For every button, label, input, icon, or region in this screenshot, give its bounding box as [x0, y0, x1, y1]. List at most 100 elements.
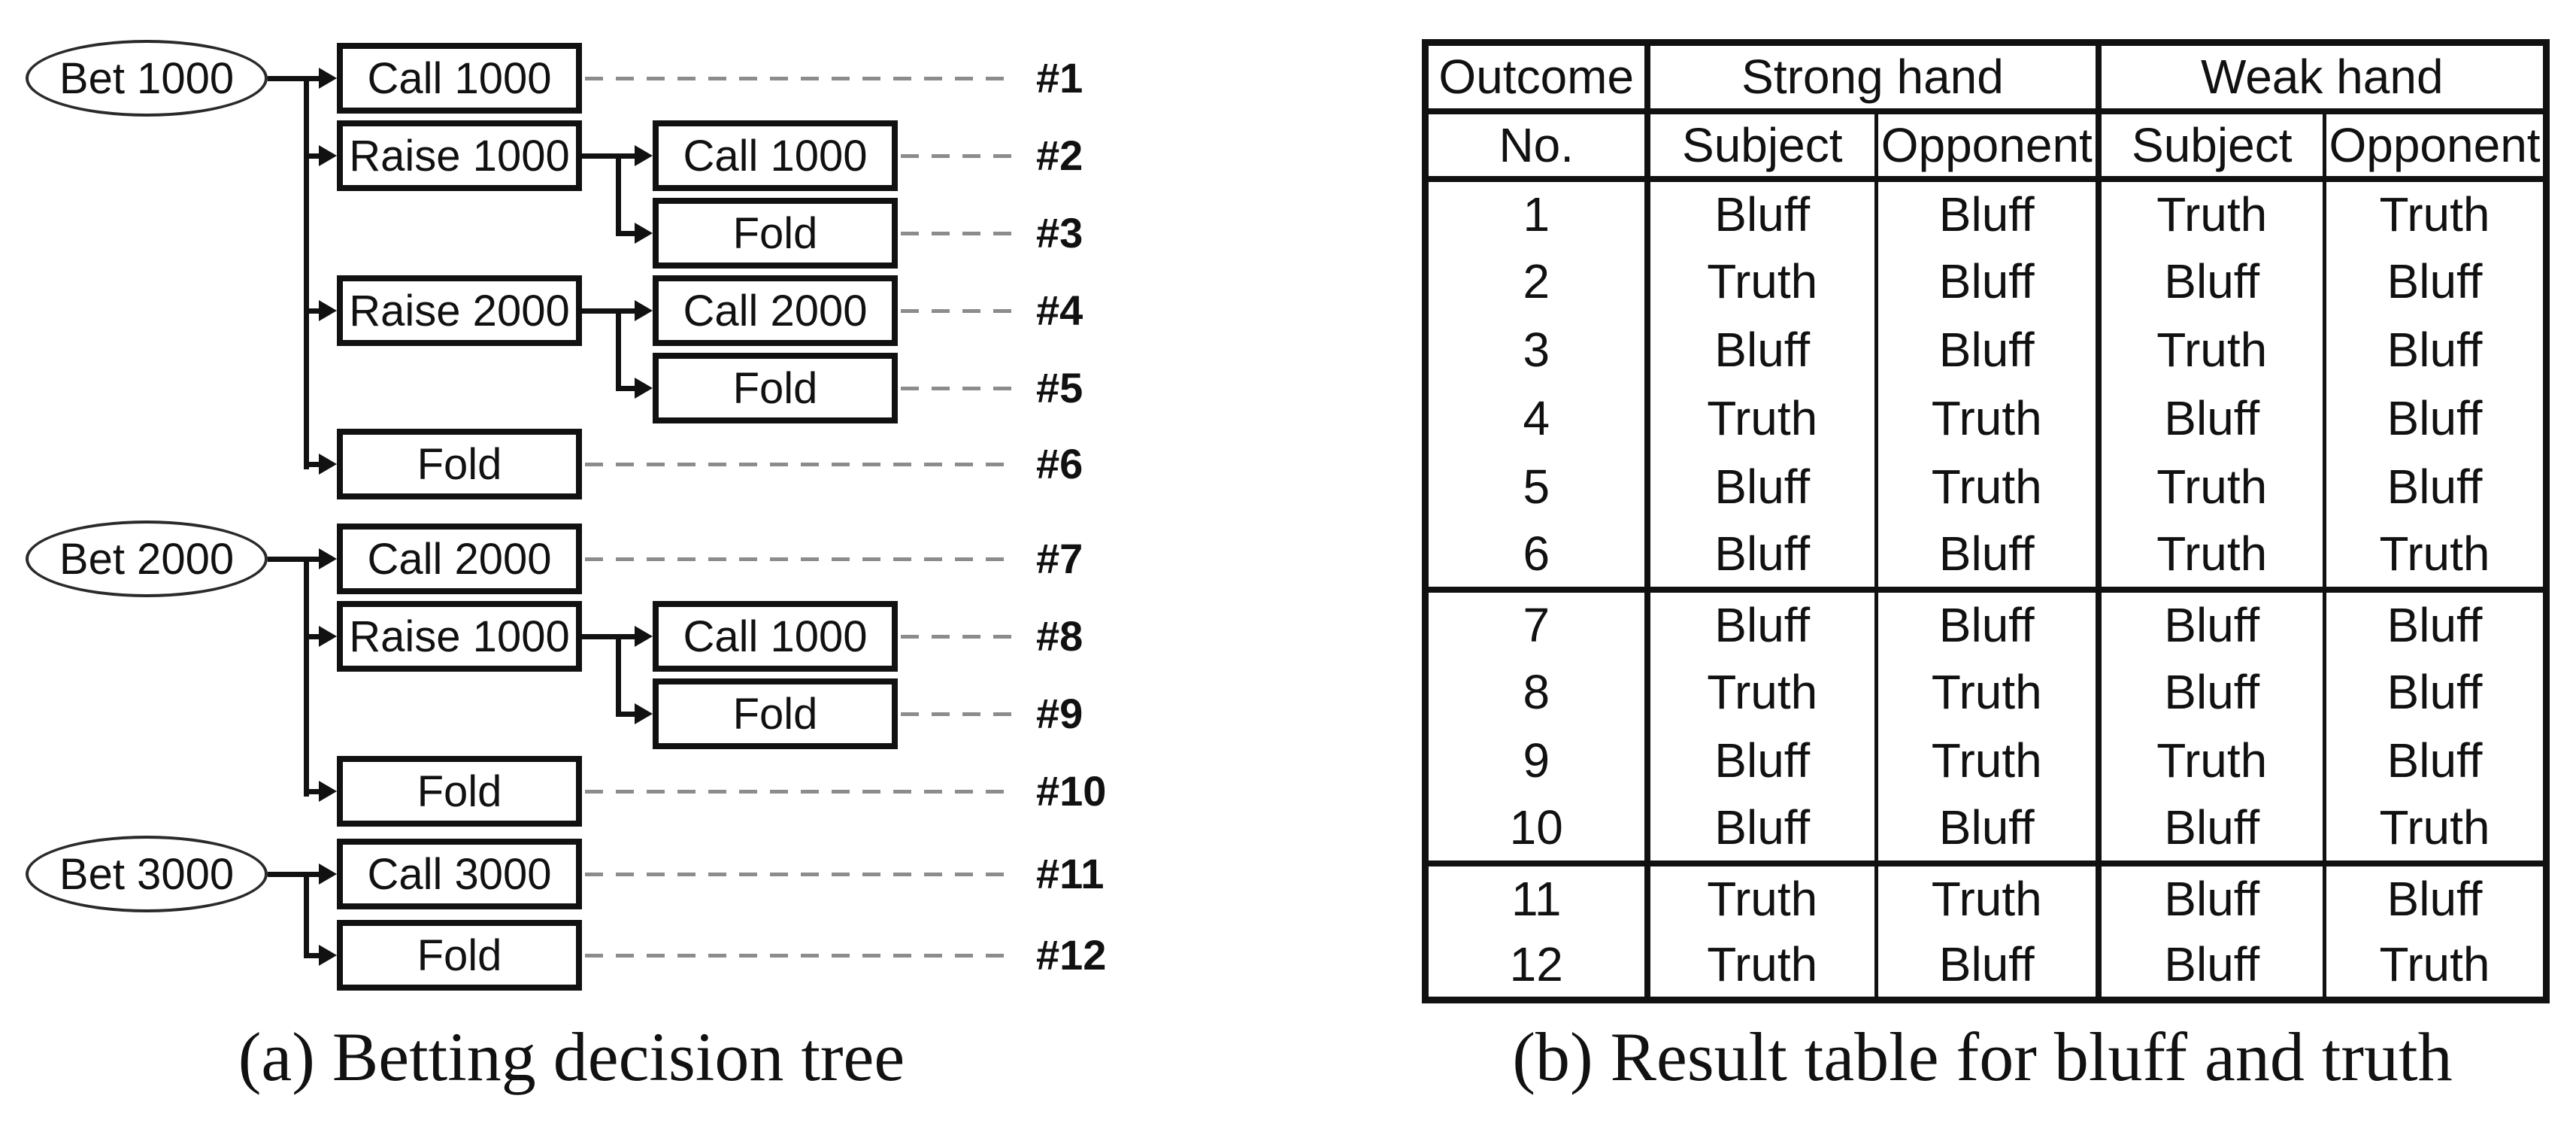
arrowhead-icon	[635, 378, 653, 399]
cell: Bluff	[2387, 391, 2483, 445]
cell: 9	[1425, 726, 1650, 795]
connector-line	[582, 153, 639, 159]
leaf-label: #7	[1036, 535, 1083, 582]
table-row: 1 Bluff Bluff Truth Truth	[1425, 178, 2547, 247]
connector-line	[304, 462, 326, 467]
cell: 12	[1425, 931, 1650, 1000]
cell: Truth	[2324, 794, 2547, 867]
cell: Bluff	[1876, 247, 2102, 316]
cell: Bluff	[1876, 931, 2102, 1000]
connector-line	[268, 557, 323, 562]
arrowhead-icon	[635, 703, 653, 724]
cell: Bluff	[2098, 794, 2326, 867]
connector-line	[616, 634, 621, 717]
dashed-leader	[901, 635, 1016, 639]
dashed-leader	[901, 232, 1016, 235]
cell: Bluff	[1647, 589, 1878, 658]
connector-line	[304, 308, 326, 314]
table-row: 8 Truth Truth Bluff Bluff	[1425, 657, 2547, 727]
cell: Bluff	[2387, 665, 2483, 719]
arrowhead-icon	[319, 781, 337, 802]
arrowhead-icon	[635, 145, 653, 166]
cell: Bluff	[1876, 178, 2102, 247]
leaf-label: #10	[1036, 767, 1107, 815]
cell: 6	[1425, 521, 1650, 593]
col-subheader-opponent: Opponent	[2324, 111, 2547, 182]
cell: Truth	[1876, 384, 2102, 453]
tree-node-box: Raise 1000	[337, 601, 582, 672]
dashed-leader	[585, 463, 1016, 466]
tree-root-ellipse: Bet 3000	[26, 836, 268, 912]
dashed-leader	[585, 77, 1016, 80]
tree-node-box: Call 2000	[653, 275, 898, 346]
cell: Truth	[1647, 247, 1878, 316]
connector-line	[304, 953, 326, 958]
cell: Truth	[1647, 931, 1878, 1000]
arrowhead-icon	[319, 626, 337, 647]
leaf-label: #12	[1036, 931, 1107, 979]
tree-node-box: Fold	[337, 429, 582, 499]
cell: Truth	[2098, 178, 2326, 247]
tree-node-box: Fold	[653, 678, 898, 749]
cell: Truth	[2098, 521, 2326, 593]
cell: Truth	[2098, 452, 2326, 521]
cell: Truth	[2324, 521, 2547, 593]
leaf-label: #5	[1036, 364, 1083, 411]
cell: Truth	[2379, 187, 2490, 241]
cell: 4	[1425, 384, 1650, 453]
cell: Bluff	[2098, 247, 2326, 316]
leaf-label: #3	[1036, 209, 1083, 256]
leaf-label: #6	[1036, 440, 1083, 487]
cell: Bluff	[2387, 872, 2483, 926]
dashed-leader	[585, 790, 1016, 794]
cell: Truth	[2379, 936, 2490, 991]
leaf-label: #9	[1036, 690, 1083, 737]
cell: Bluff	[2387, 733, 2483, 788]
tree-root-ellipse: Bet 2000	[26, 521, 268, 597]
arrowhead-icon	[635, 626, 653, 647]
cell: Bluff	[1647, 178, 1878, 247]
cell: Bluff	[1876, 794, 2102, 867]
connector-line	[304, 76, 309, 469]
cell: Bluff	[1876, 521, 2102, 593]
leaf-label: #4	[1036, 287, 1083, 334]
arrowhead-icon	[319, 300, 337, 321]
table-row: 9 Bluff Truth Truth Bluff	[1425, 726, 2547, 795]
arrowhead-icon	[319, 454, 337, 475]
arrowhead-icon	[319, 945, 337, 966]
cell: Truth	[1876, 657, 2102, 727]
tree-node-box: Call 1000	[337, 43, 582, 114]
connector-line	[304, 557, 309, 797]
tree-node-box: Fold	[337, 920, 582, 991]
table-row: 11 Truth Truth Bluff Bluff	[1425, 863, 2547, 932]
connector-line	[582, 308, 639, 314]
table-subheader-row: No. Subject Opponent Subject Opponent	[1425, 111, 2547, 182]
cell: 5	[1425, 452, 1650, 521]
connector-line	[304, 789, 326, 794]
cell: Bluff	[1876, 589, 2102, 658]
connector-line	[268, 872, 323, 877]
col-header-weak-hand: Weak hand	[2098, 42, 2547, 114]
cell: Truth	[1647, 384, 1878, 453]
tree-node-box: Fold	[653, 353, 898, 423]
arrowhead-icon	[319, 68, 337, 89]
cell: Bluff	[1647, 452, 1878, 521]
connector-line	[268, 76, 323, 81]
dashed-leader	[901, 309, 1016, 313]
arrowhead-icon	[319, 863, 337, 885]
connector-line	[304, 634, 326, 639]
table-row: 7 Bluff Bluff Bluff Bluff	[1425, 589, 2547, 658]
dashed-leader	[585, 557, 1016, 561]
tree-node-box: Call 3000	[337, 839, 582, 909]
dashed-leader	[585, 954, 1016, 958]
cell: Bluff	[1647, 315, 1878, 384]
cell: Bluff	[2387, 254, 2483, 308]
cell: Bluff	[2387, 598, 2483, 652]
table-row: 10 Bluff Bluff Bluff Truth	[1425, 794, 2547, 867]
dashed-leader	[901, 387, 1016, 390]
cell: Bluff	[1647, 794, 1878, 867]
connector-line	[616, 231, 639, 236]
table-row: 5 Bluff Truth Truth Bluff	[1425, 452, 2547, 521]
cell: Bluff	[1876, 315, 2102, 384]
